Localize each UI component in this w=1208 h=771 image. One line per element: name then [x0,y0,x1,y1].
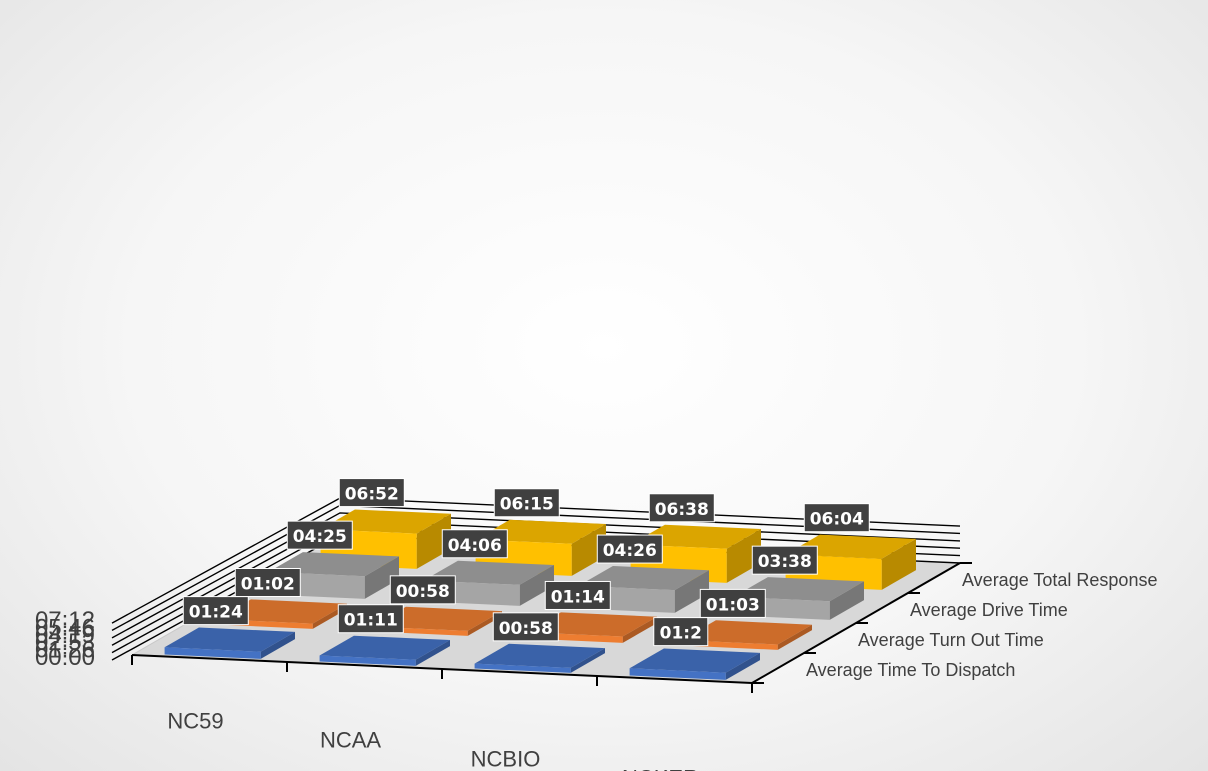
category-label: NCKER [622,766,699,771]
data-labels: 06:52 06:15 06:38 06:04 04:25 04:06 04:26 03:38… [182,478,870,647]
svg-text:06:15: 06:15 [500,495,554,515]
data-label: 01:11 [337,604,404,634]
data-label: 01:03 [699,588,766,618]
bar [629,648,760,680]
svg-text:06:04: 06:04 [810,510,864,530]
data-label: 06:38 [648,493,715,523]
svg-text:00:58: 00:58 [396,582,450,602]
data-label: 00:58 [389,575,456,605]
series-label: Average Turn Out Time [858,630,1044,650]
svg-text:06:52: 06:52 [345,485,399,505]
svg-text:00:58: 00:58 [499,619,553,639]
bar [319,635,450,666]
svg-text:04:06: 04:06 [448,536,502,556]
data-label: 06:04 [803,503,870,533]
series-label: Average Time To Dispatch [806,660,1015,680]
category-label: NCBIO [471,747,541,771]
series-label: Average Total Response [962,570,1157,590]
series-label: Average Drive Time [910,600,1068,620]
y-tick-label: 05:46 [35,614,95,641]
y-tick-label: 07:12 [35,607,95,634]
bar [164,627,295,659]
data-label: 00:58 [492,612,559,642]
svg-text:04:26: 04:26 [603,541,657,561]
bar [526,612,657,643]
data-label: 04:26 [596,534,663,564]
svg-text:04:25: 04:25 [293,527,347,547]
y-tick-label: 00:00 [35,644,95,671]
svg-text:01:2: 01:2 [660,624,702,644]
y-tick-label: 04:19 [35,622,95,649]
data-label: 01:24 [182,596,249,626]
data-label: 04:06 [441,529,508,559]
y-tick-label: 01:26 [35,637,95,664]
svg-text:01:14: 01:14 [551,587,605,607]
category-label: NCAA [320,728,381,753]
data-label: 01:2 [653,617,709,647]
data-label: 01:02 [234,567,301,597]
data-label: 01:14 [544,580,611,610]
svg-text:01:02: 01:02 [241,574,295,594]
svg-text:01:03: 01:03 [706,595,760,615]
y-tick-label: 02:53 [35,629,95,656]
data-label: 03:38 [751,545,818,575]
data-label: 06:15 [493,488,560,518]
data-label: 04:25 [286,520,353,550]
svg-text:03:38: 03:38 [758,552,812,572]
svg-text:01:11: 01:11 [344,611,398,631]
bars [164,509,916,680]
svg-text:01:24: 01:24 [189,603,243,623]
bar [474,643,605,673]
data-label: 06:52 [338,478,405,508]
category-label: NC59 [167,709,223,734]
svg-text:06:38: 06:38 [655,500,709,520]
